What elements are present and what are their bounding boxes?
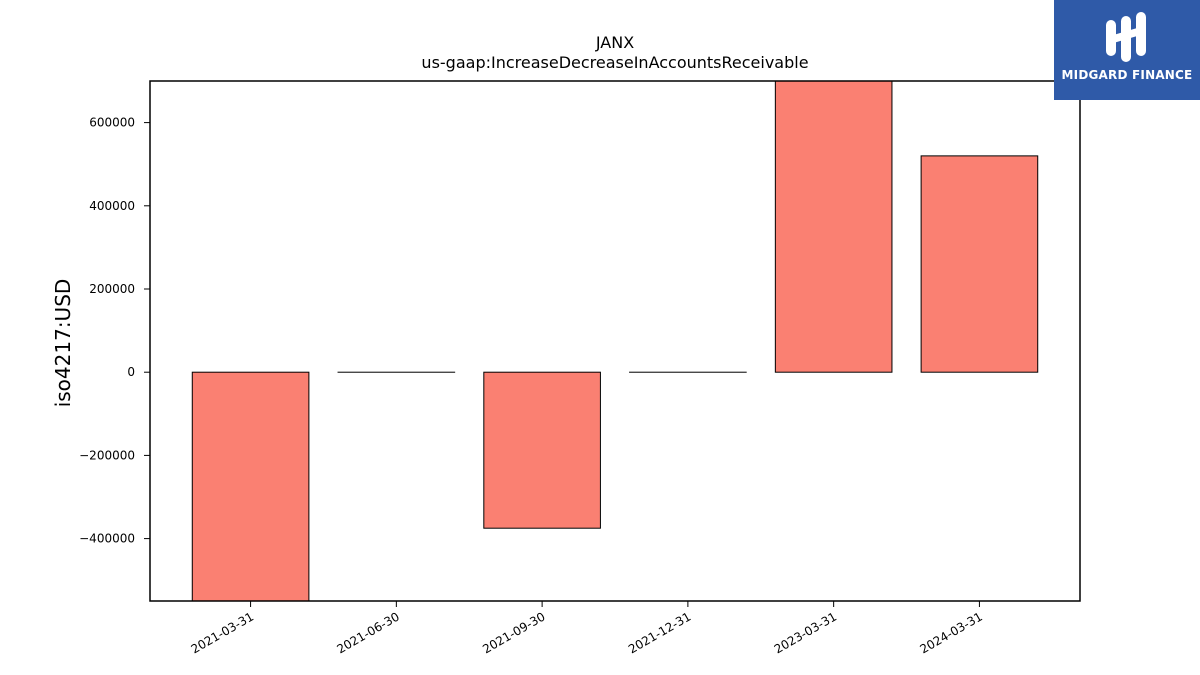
bars-group <box>191 80 1039 602</box>
x-tick-label: 2021-09-30 <box>480 609 547 656</box>
x-tick-label: 2024-03-31 <box>918 609 985 656</box>
y-tick-label: 200000 <box>89 282 135 296</box>
x-tick-label: 2021-12-31 <box>626 609 693 656</box>
y-tick-label: −400000 <box>79 532 135 546</box>
y-tick-label: −200000 <box>79 448 135 462</box>
plot-frame <box>149 80 1081 602</box>
bar-2023-03-31 <box>774 80 893 373</box>
x-tick-label: 2021-03-31 <box>189 609 256 656</box>
bar-2021-09-30 <box>483 371 601 529</box>
y-axis-label: iso4217:USD <box>51 279 75 408</box>
bar-2021-03-31 <box>191 371 310 602</box>
x-tick-label: 2023-03-31 <box>772 609 839 656</box>
y-tick-label: 400000 <box>89 199 135 213</box>
logo-text: MIDGARD FINANCE <box>1061 68 1193 82</box>
x-axis-ticks: 2021-03-31 2021-06-30 2021-09-30 2021-12-31… <box>189 601 985 656</box>
chart-subtitle: us-gaap:IncreaseDecreaseInAccountsReceiv… <box>421 53 808 72</box>
logo-mark-icon <box>1106 12 1146 62</box>
company-logo: MIDGARD FINANCE <box>1054 0 1200 100</box>
chart-title: JANX <box>595 33 634 52</box>
y-tick-label: 0 <box>127 365 135 379</box>
y-axis-ticks: −400000 −200000 0 200000 400000 600000 <box>79 116 150 546</box>
x-tick-label: 2021-06-30 <box>334 609 401 656</box>
bar-2024-03-31 <box>920 155 1039 373</box>
y-tick-label: 600000 <box>89 116 135 130</box>
